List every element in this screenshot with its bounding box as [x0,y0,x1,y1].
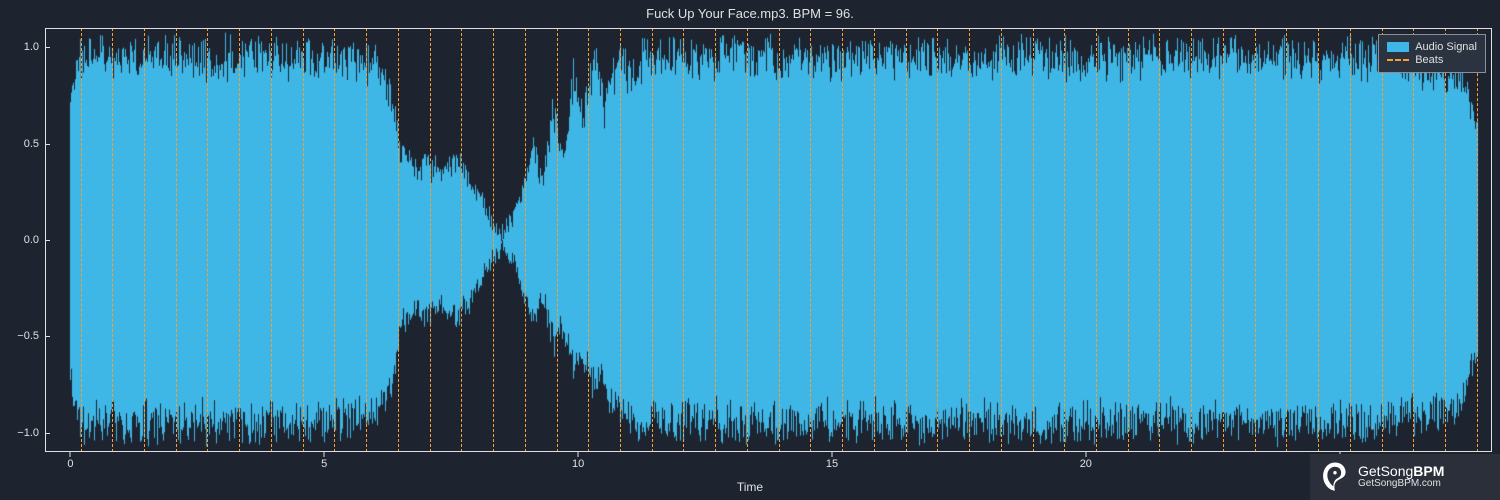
beat-line [906,28,907,452]
beat-line [334,28,335,452]
beat-line [430,28,431,452]
legend-label-beats: Beats [1415,54,1443,66]
beat-line [1286,28,1287,452]
beat-line [366,28,367,452]
beat-line [239,28,240,452]
beat-line [1191,28,1192,452]
beat-line [144,28,145,452]
legend-line-beats [1387,59,1409,61]
beat-line [842,28,843,452]
legend-item-audio: Audio Signal [1387,41,1477,53]
beat-line [620,28,621,452]
waveform-canvas [45,28,1492,452]
beat-line [715,28,716,452]
x-tick-label: 15 [826,458,838,470]
y-axis: −1.0 −0.5 0.0 0.5 1.0 [0,28,45,452]
y-tick-label: 0.0 [24,234,39,246]
y-tick-label: 1.0 [24,41,39,53]
plot-border [45,28,1492,452]
beat-line [207,28,208,452]
x-tick-label: 0 [67,458,73,470]
watermark-title: GetSongBPM [1358,464,1444,479]
x-axis: 0510152025 [45,452,1492,482]
y-tick-label: 0.5 [24,138,39,150]
watermark-subtitle: GetSongBPM.com [1358,479,1444,490]
beat-line [525,28,526,452]
beat-line [1223,28,1224,452]
beat-line [652,28,653,452]
beat-line [557,28,558,452]
watermark-text: GetSongBPM GetSongBPM.com [1358,464,1444,489]
beat-line [1350,28,1351,452]
legend: Audio Signal Beats [1378,34,1486,73]
beat-line [271,28,272,452]
beat-line [1477,28,1478,452]
beat-line [1255,28,1256,452]
x-axis-label: Time [737,480,763,494]
x-tick-label: 20 [1080,458,1092,470]
x-tick-label: 5 [321,458,327,470]
beat-line [683,28,684,452]
beat-line [461,28,462,452]
beat-line [1001,28,1002,452]
chart-title: Fuck Up Your Face.mp3. BPM = 96. [646,6,854,21]
beat-line [1064,28,1065,452]
beat-line [1445,28,1446,452]
watermark: GetSongBPM GetSongBPM.com [1310,454,1500,500]
beat-line [1128,28,1129,452]
beat-line [1159,28,1160,452]
legend-swatch-audio [1387,42,1409,52]
plot-area: Audio Signal Beats [45,28,1492,452]
beat-line [493,28,494,452]
beat-line [874,28,875,452]
beat-line [969,28,970,452]
beat-line [810,28,811,452]
logo-icon [1318,460,1352,494]
beat-line [1413,28,1414,452]
beat-line [1096,28,1097,452]
beat-line [398,28,399,452]
x-tick-label: 10 [572,458,584,470]
beat-line [1033,28,1034,452]
beat-line [303,28,304,452]
beat-line [779,28,780,452]
beat-line [1318,28,1319,452]
waveform-chart: Fuck Up Your Face.mp3. BPM = 96. Audio S… [0,0,1500,500]
beat-line [937,28,938,452]
y-tick-label: −0.5 [17,330,39,342]
beat-line [1382,28,1383,452]
beat-line [588,28,589,452]
legend-item-beats: Beats [1387,54,1477,66]
beat-line [81,28,82,452]
beat-line [112,28,113,452]
legend-label-audio: Audio Signal [1415,41,1477,53]
beat-line [176,28,177,452]
y-tick-label: −1.0 [17,427,39,439]
beat-line [747,28,748,452]
